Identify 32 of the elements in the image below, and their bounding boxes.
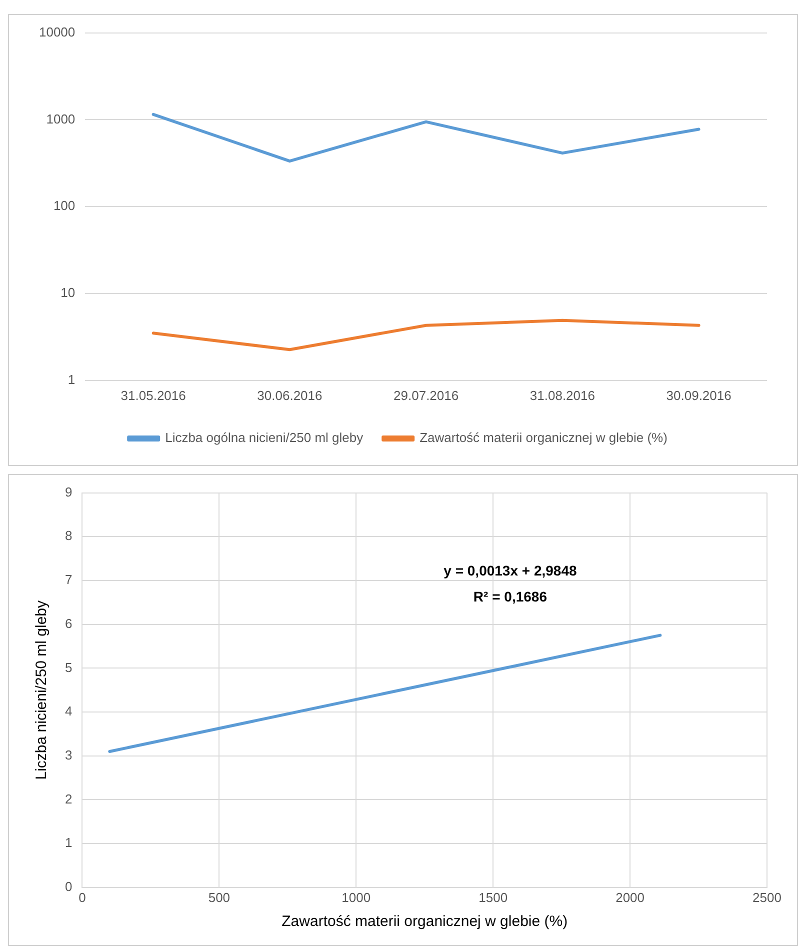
x-tick-label: 30.09.2016 bbox=[666, 388, 732, 403]
x-tick-label: 2500 bbox=[752, 890, 782, 905]
annotation: y = 0,0013x + 2,9848 bbox=[444, 562, 577, 579]
y-tick-label: 3 bbox=[64, 747, 72, 762]
y-tick-label: 1000 bbox=[46, 111, 76, 126]
y-tick-label: 8 bbox=[64, 528, 72, 544]
y-tick-label: 1 bbox=[64, 835, 72, 850]
x-tick-label: 0 bbox=[78, 890, 86, 905]
x-tick-label: 1000 bbox=[342, 890, 371, 905]
x-tick-label: 1500 bbox=[478, 890, 508, 905]
x-tick-label: 29.07.2016 bbox=[394, 388, 459, 403]
y-tick-label: 10 bbox=[60, 285, 76, 300]
y-tick-label: 5 bbox=[64, 660, 72, 675]
x-tick-label: 31.08.2016 bbox=[530, 388, 595, 403]
y-tick-label: 2 bbox=[64, 791, 72, 806]
y-tick-label: 0 bbox=[64, 878, 72, 894]
annotation: R² = 0,1686 bbox=[473, 588, 548, 605]
x-tick-label: 500 bbox=[208, 890, 230, 905]
y-tick-label: 4 bbox=[64, 704, 72, 719]
y-tick-label: 9 bbox=[64, 484, 72, 500]
y-axis-title: Liczba nicieni/250 ml gleby bbox=[33, 600, 50, 780]
y-tick-label: 6 bbox=[64, 616, 72, 631]
y-tick-label: 7 bbox=[64, 572, 72, 588]
y-tick-label: 10000 bbox=[38, 24, 76, 40]
y-tick-label: 1 bbox=[68, 372, 76, 387]
y-tick-label: 100 bbox=[53, 198, 76, 214]
legend-label: Zawartość materii organicznej w glebie (%) bbox=[420, 430, 668, 446]
x-tick-label: 31.05.2016 bbox=[120, 388, 186, 403]
x-tick-label: 2000 bbox=[616, 890, 645, 905]
x-tick-label: 30.06.2016 bbox=[257, 388, 322, 403]
legend-label: Liczba ogólna nicieni/250 ml gleby bbox=[165, 430, 364, 446]
x-axis-title: Zawartość materii organicznej w glebie (%) bbox=[282, 913, 568, 930]
